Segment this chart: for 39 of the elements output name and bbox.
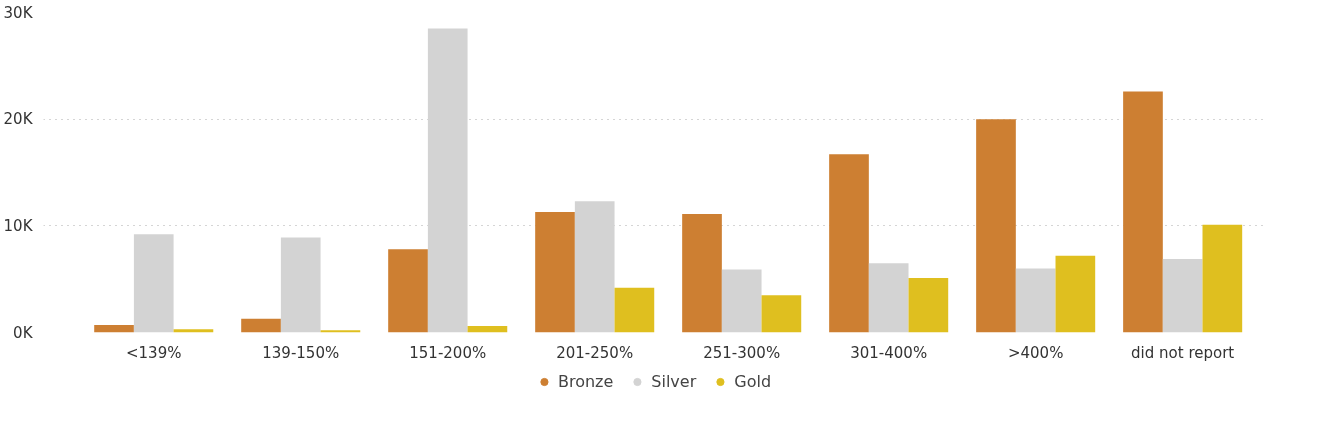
bar — [535, 211, 575, 333]
y-tick-label: 30K — [3, 3, 34, 22]
bar — [1202, 224, 1243, 333]
x-tick-label: 301-400% — [850, 343, 928, 362]
x-tick-label: 201-250% — [556, 343, 634, 362]
x-tick-label: 151-200% — [409, 343, 487, 362]
x-tick-label: 139-150% — [262, 343, 340, 362]
bar — [574, 201, 615, 333]
y-tick-label: 10K — [3, 216, 34, 235]
bar — [868, 263, 909, 333]
bar — [94, 325, 134, 333]
bar — [829, 154, 869, 333]
bar — [761, 295, 802, 333]
bar — [908, 278, 949, 333]
bar — [427, 28, 468, 333]
bar — [320, 330, 361, 333]
x-tick-label: >400% — [1007, 343, 1064, 362]
x-tick-label: <139% — [126, 343, 182, 362]
bar — [280, 237, 321, 333]
bar — [682, 214, 722, 333]
bar — [467, 326, 508, 333]
x-tick-label: 251-300% — [703, 343, 781, 362]
bar — [133, 234, 174, 333]
bar — [388, 249, 428, 333]
bar — [1015, 268, 1056, 333]
legend-label: Gold — [734, 371, 772, 391]
y-tick-label: 20K — [3, 110, 34, 129]
legend-label: Bronze — [557, 371, 614, 391]
bar — [721, 269, 762, 333]
bar — [1055, 255, 1096, 333]
bar — [1162, 258, 1203, 333]
bar — [976, 119, 1016, 333]
bar — [173, 329, 214, 333]
bar — [1123, 91, 1163, 333]
legend-label: Silver — [651, 371, 697, 391]
x-tick-label: did not report — [1131, 343, 1235, 362]
y-tick-label: 0K — [13, 323, 34, 342]
bar — [614, 287, 655, 333]
bar — [241, 318, 281, 333]
